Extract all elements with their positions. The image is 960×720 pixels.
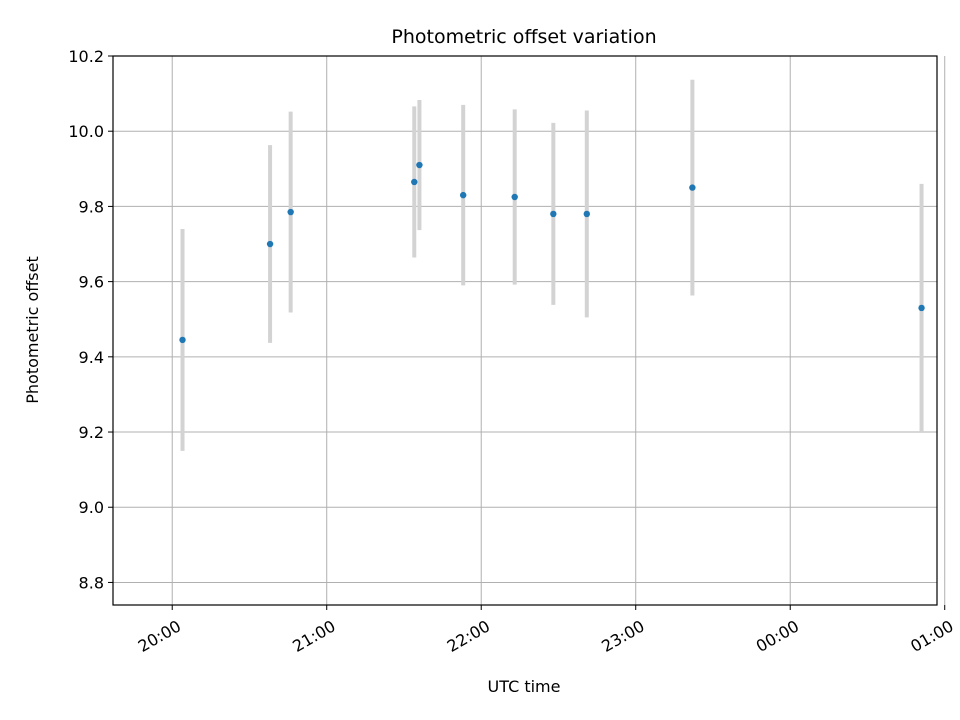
y-tick-label: 9.8 [79, 197, 104, 216]
y-tick-label: 9.2 [79, 423, 104, 442]
y-axis-ticks: 8.8 9.0 9.2 9.4 9.6 9.8 10.0 10.2 [68, 47, 113, 592]
y-tick-label: 9.6 [79, 273, 104, 292]
data-point [179, 336, 186, 344]
grid [113, 55, 946, 605]
x-axis-ticks: 20:0021:0022:0023:0000:0001:0002:0003:00… [135, 605, 957, 656]
y-tick-label: 10.0 [68, 122, 104, 141]
data-point [287, 208, 294, 216]
y-axis-label: Photometric offset [23, 256, 42, 404]
data-point [583, 210, 590, 218]
x-tick-label: 23:00 [598, 616, 647, 656]
x-tick-label: 00:00 [753, 616, 802, 656]
y-tick-label: 10.2 [68, 47, 104, 66]
chart-title: Photometric offset variation [391, 26, 656, 48]
plot-frame [112, 55, 938, 606]
y-tick-label: 9.0 [79, 498, 104, 517]
y-tick-label: 8.8 [79, 573, 104, 592]
data-point [918, 304, 925, 312]
x-tick-label: 21:00 [289, 616, 338, 656]
x-axis-label: UTC time [488, 677, 561, 696]
x-tick-label: 22:00 [444, 616, 493, 656]
data-point [550, 210, 557, 218]
data-point [266, 240, 274, 248]
data-point [416, 161, 423, 169]
y-tick-label: 9.4 [79, 348, 104, 367]
error-bars [180, 79, 924, 451]
data-point [460, 191, 467, 199]
x-tick-label: 20:00 [135, 616, 184, 656]
data-point [511, 193, 518, 201]
data-point [689, 184, 696, 191]
data-point [411, 178, 418, 186]
data-points [179, 161, 925, 344]
x-tick-label: 01:00 [907, 616, 956, 656]
